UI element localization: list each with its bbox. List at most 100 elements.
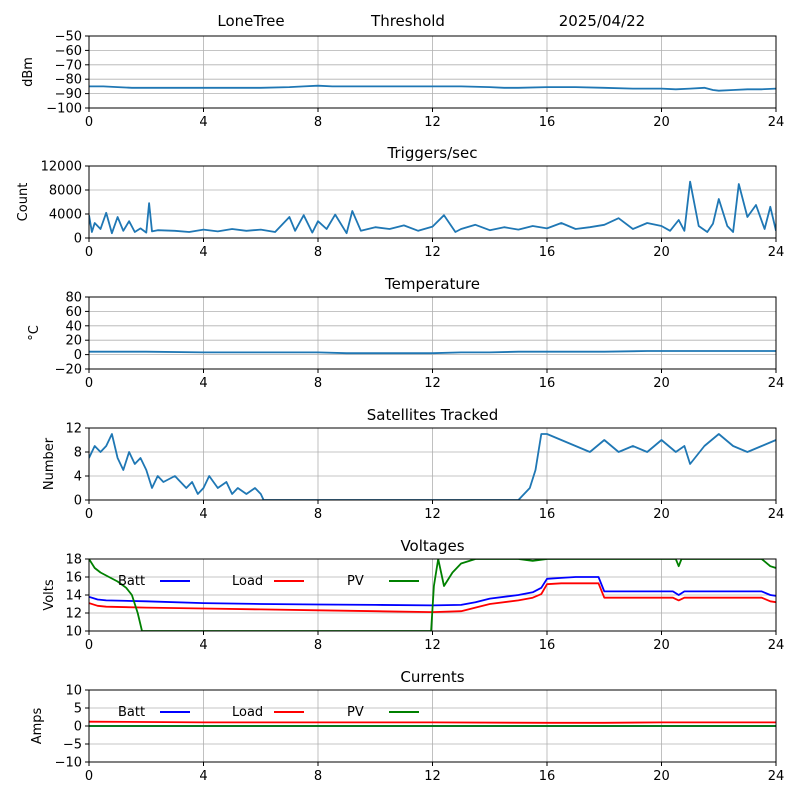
y-tick-label: −90 (55, 87, 82, 102)
x-tick-label: 4 (199, 507, 207, 522)
y-tick-label: 0 (74, 494, 82, 509)
x-tick-label: 24 (768, 507, 785, 522)
x-tick-label: 0 (85, 376, 93, 391)
y-axis-label: Volts (42, 579, 57, 611)
panel-title: Voltages (400, 537, 464, 555)
x-tick-label: 16 (539, 115, 556, 130)
y-axis-label: Count (16, 183, 31, 222)
y-tick-label: −50 (55, 30, 82, 45)
series-line-batt (89, 576, 776, 607)
y-axis-label: Amps (30, 707, 45, 744)
y-tick-label: 8 (74, 446, 82, 461)
x-tick-label: 20 (653, 638, 670, 653)
y-tick-label: −70 (55, 58, 82, 73)
y-tick-label: −20 (55, 363, 82, 378)
x-tick-label: 20 (653, 507, 670, 522)
chart-panel-5: 0 4 8 12 16 20 24 10 12 14 16 18 Voltages Volts Batt Lo… (42, 537, 784, 653)
x-tick-label: 4 (199, 115, 207, 130)
x-tick-label: 4 (199, 245, 207, 260)
y-tick-label: 40 (65, 319, 82, 334)
legend-label-pv: PV (347, 705, 364, 720)
x-tick-label: 20 (653, 115, 670, 130)
legend-label-load: Load (232, 574, 263, 589)
x-tick-label: 0 (85, 507, 93, 522)
y-tick-label: 10 (65, 684, 82, 699)
legend-label-load: Load (232, 705, 263, 720)
x-tick-label: 4 (199, 769, 207, 784)
y-tick-label: 80 (65, 291, 82, 306)
x-tick-label: 8 (314, 245, 322, 260)
x-tick-label: 16 (539, 376, 556, 391)
y-tick-label: 0 (74, 232, 82, 247)
x-tick-label: 20 (653, 376, 670, 391)
x-tick-label: 8 (314, 769, 322, 784)
x-tick-label: 12 (424, 245, 441, 260)
y-tick-label: −80 (55, 73, 82, 88)
series-line-2-1 (89, 180, 776, 235)
x-tick-label: 24 (768, 245, 785, 260)
y-tick-label: −60 (55, 44, 82, 59)
y-tick-label: 8000 (49, 184, 82, 199)
y-axis-label: °C (27, 325, 42, 341)
x-tick-label: 16 (539, 638, 556, 653)
legend-label-pv: PV (347, 574, 364, 589)
x-tick-label: 4 (199, 376, 207, 391)
x-tick-label: 20 (653, 245, 670, 260)
y-tick-label: −5 (63, 738, 82, 753)
x-tick-label: 16 (539, 769, 556, 784)
x-tick-label: 24 (768, 115, 785, 130)
y-tick-label: 4000 (49, 208, 82, 223)
y-tick-label: 12 (65, 422, 82, 437)
x-tick-label: 0 (85, 769, 93, 784)
legend-label-batt: Batt (118, 574, 145, 589)
y-tick-label: 14 (65, 589, 82, 604)
x-tick-label: 12 (424, 638, 441, 653)
x-tick-label: 24 (768, 376, 785, 391)
x-tick-label: 12 (424, 115, 441, 130)
panel-title: Satellites Tracked (367, 406, 498, 424)
y-tick-label: 60 (65, 305, 82, 320)
series-line-3-1 (89, 350, 776, 355)
y-tick-label: −100 (46, 102, 82, 117)
header-date: 2025/04/22 (559, 12, 645, 30)
y-tick-label: 16 (65, 571, 82, 586)
series-line-load (89, 582, 776, 613)
x-tick-label: 4 (199, 638, 207, 653)
header-mode: Threshold (370, 12, 445, 30)
x-tick-label: 12 (424, 769, 441, 784)
y-axis-label: Number (42, 437, 57, 490)
y-axis-label: dBm (21, 57, 36, 87)
chart-panel-6: 0 4 8 12 16 20 24 −10 −5 0 5 10 Currents Amps Batt Load… (30, 668, 784, 784)
y-tick-label: −10 (55, 756, 82, 771)
y-tick-label: 0 (74, 348, 82, 363)
x-tick-label: 8 (314, 507, 322, 522)
x-tick-label: 12 (424, 507, 441, 522)
x-tick-label: 20 (653, 769, 670, 784)
y-tick-label: 12000 (41, 160, 82, 175)
x-tick-label: 0 (85, 115, 93, 130)
x-tick-label: 0 (85, 638, 93, 653)
y-tick-label: 10 (65, 625, 82, 640)
panel-title: Triggers/sec (387, 144, 478, 162)
header-station: LoneTree (217, 12, 284, 30)
panel-title: Currents (400, 668, 464, 686)
y-tick-label: 18 (65, 553, 82, 568)
series-line-4-1 (89, 433, 776, 500)
x-tick-label: 16 (539, 245, 556, 260)
y-tick-label: 4 (74, 470, 82, 485)
x-tick-label: 24 (768, 769, 785, 784)
chart-panel-2: 0 4 8 12 16 20 24 0 4000 8000 12000 Triggers/sec Cou… (16, 144, 784, 260)
series-line-1-1 (89, 84, 776, 92)
x-tick-label: 12 (424, 376, 441, 391)
chart-panel-1: 0 4 8 12 16 20 24 −100−90−80−70−60−50 dBm (21, 30, 784, 131)
chart-panel-4: 0 4 8 12 16 20 24 0 4 8 12 Satellites Tracked Number (42, 406, 784, 522)
x-tick-label: 8 (314, 376, 322, 391)
x-tick-label: 8 (314, 638, 322, 653)
series-line-pv (89, 559, 776, 631)
y-tick-label: 12 (65, 607, 82, 622)
y-tick-label: 20 (65, 334, 82, 349)
